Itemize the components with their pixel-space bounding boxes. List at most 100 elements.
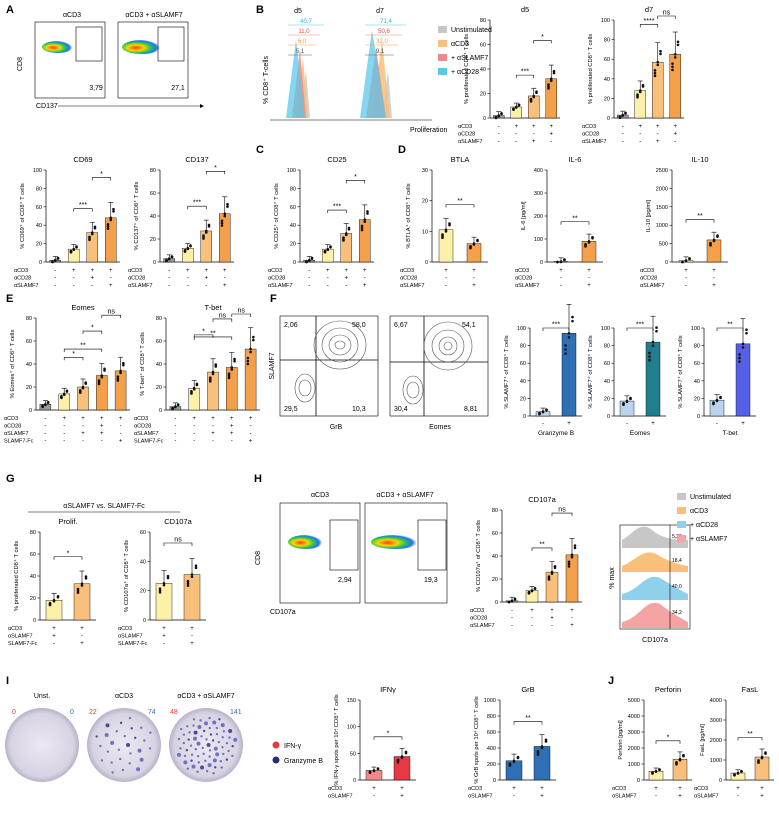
flow-y-axis-label: CD8	[255, 551, 262, 565]
treatment-sign: -	[622, 139, 624, 145]
data-point	[740, 769, 743, 773]
y-tick-label: 20	[290, 242, 296, 248]
treatment-sign: -	[224, 276, 226, 282]
data-point	[106, 227, 110, 230]
treatment-row-label: αCD3	[134, 416, 148, 422]
treatment-sign: -	[250, 431, 252, 437]
treatment-row-label: αSLAMF7	[128, 283, 153, 289]
y-tick-label: 20	[520, 396, 526, 402]
y-tick-label: 20	[156, 385, 162, 391]
data-point	[52, 598, 56, 602]
treatment-sign: -	[174, 439, 176, 445]
significance-label: ****	[644, 18, 655, 25]
y-tick-label: 80	[30, 530, 36, 536]
data-point	[119, 369, 122, 373]
data-point	[233, 359, 236, 363]
significance-label: *	[100, 171, 103, 178]
chart-title: Eomes	[71, 303, 95, 312]
data-point	[310, 256, 314, 260]
y-tick-label: 200	[534, 214, 543, 220]
treatment-sign: +	[444, 268, 448, 274]
treatment-row-label: αCD3	[694, 786, 708, 792]
data-point	[659, 52, 662, 56]
data-point	[75, 245, 78, 248]
significance-label: *	[202, 328, 205, 335]
spot	[222, 752, 225, 756]
data-point	[220, 224, 224, 227]
spot	[126, 743, 131, 747]
data-point	[97, 379, 101, 382]
treatment-sign: +	[684, 268, 688, 274]
treatment-sign: -	[685, 283, 687, 289]
y-tick-label: 10	[422, 229, 428, 235]
grb-count: 141	[230, 709, 242, 716]
data-point	[497, 114, 501, 117]
panel-letter-E: E	[6, 293, 13, 305]
y-tick-label: 60	[30, 552, 36, 558]
significance-bracket	[63, 357, 84, 361]
x-axis-label: Eomes	[630, 430, 651, 437]
treatment-row-label: αCD3	[128, 268, 142, 274]
treatment-sign: +	[760, 794, 764, 800]
data-point	[624, 111, 627, 115]
bar-1	[561, 333, 577, 417]
data-point	[571, 315, 574, 319]
treatment-row-label: αSLAMF7	[640, 283, 665, 289]
treatment-sign: +	[119, 439, 123, 445]
spot	[204, 721, 208, 726]
treatment-sign: -	[513, 794, 515, 800]
y-tick-label: 1000	[484, 698, 496, 704]
significance-label: **	[697, 213, 703, 220]
d5-value: 5,1	[296, 49, 305, 55]
data-point	[227, 372, 231, 376]
spot	[119, 757, 122, 761]
data-point	[651, 344, 655, 348]
hist-value: 40,0	[672, 584, 682, 590]
spot	[111, 771, 114, 774]
significance-label: *	[72, 351, 75, 358]
data-point	[673, 56, 677, 59]
spot	[200, 765, 205, 770]
data-point	[223, 212, 227, 215]
data-point	[48, 601, 52, 605]
treatment-sign: +	[109, 268, 113, 274]
data-point	[252, 338, 255, 342]
data-point	[170, 255, 174, 258]
spot	[183, 754, 187, 758]
grb-count: 74	[148, 709, 156, 716]
well-title: αCD3 + αSLAMF7	[177, 693, 234, 700]
y-axis-label: % CD107a⁺ of CD8⁺ T cells	[123, 540, 130, 612]
data-point	[745, 328, 748, 331]
treatment-row-label: αCD28	[134, 424, 151, 430]
contour-x-axis-label: Eomes	[429, 424, 451, 431]
spot	[189, 744, 193, 747]
treatment-sign: +	[249, 439, 253, 445]
spot	[215, 732, 219, 736]
data-point	[109, 218, 113, 222]
spot	[221, 735, 224, 739]
treatment-row-label: αSLAMF7	[14, 283, 39, 289]
data-point	[536, 750, 540, 753]
y-tick-label: 80	[156, 316, 162, 322]
treatment-sign: +	[230, 416, 234, 422]
treatment-sign: -	[168, 276, 170, 282]
treatment-sign: -	[174, 431, 176, 437]
data-point	[587, 240, 591, 243]
y-tick-label: 150	[347, 698, 356, 704]
chart-h-cd107a: CD107a 0 20 40 60 80 % CD107a⁺ of CD8⁺ T cells…	[470, 495, 582, 629]
data-point	[88, 235, 91, 239]
y-tick-label: 40	[520, 379, 526, 385]
treatment-sign: -	[511, 623, 513, 629]
y-axis-label: % proliferated CD8⁺ T cells	[463, 34, 470, 104]
data-point	[567, 336, 571, 339]
data-point	[591, 235, 594, 239]
treatment-sign: +	[223, 268, 227, 274]
treatment-sign: -	[191, 634, 193, 640]
treatment-sign: +	[736, 786, 740, 792]
chart-j-perforin: Perforin 0 1000 2000 3000 4000 5000 Perforin [p…	[612, 685, 692, 800]
spot	[228, 736, 231, 739]
significance-bracket	[639, 24, 659, 28]
treatment-sign: -	[168, 268, 170, 274]
data-point	[547, 83, 550, 86]
y-tick-label: 1000	[628, 762, 640, 768]
